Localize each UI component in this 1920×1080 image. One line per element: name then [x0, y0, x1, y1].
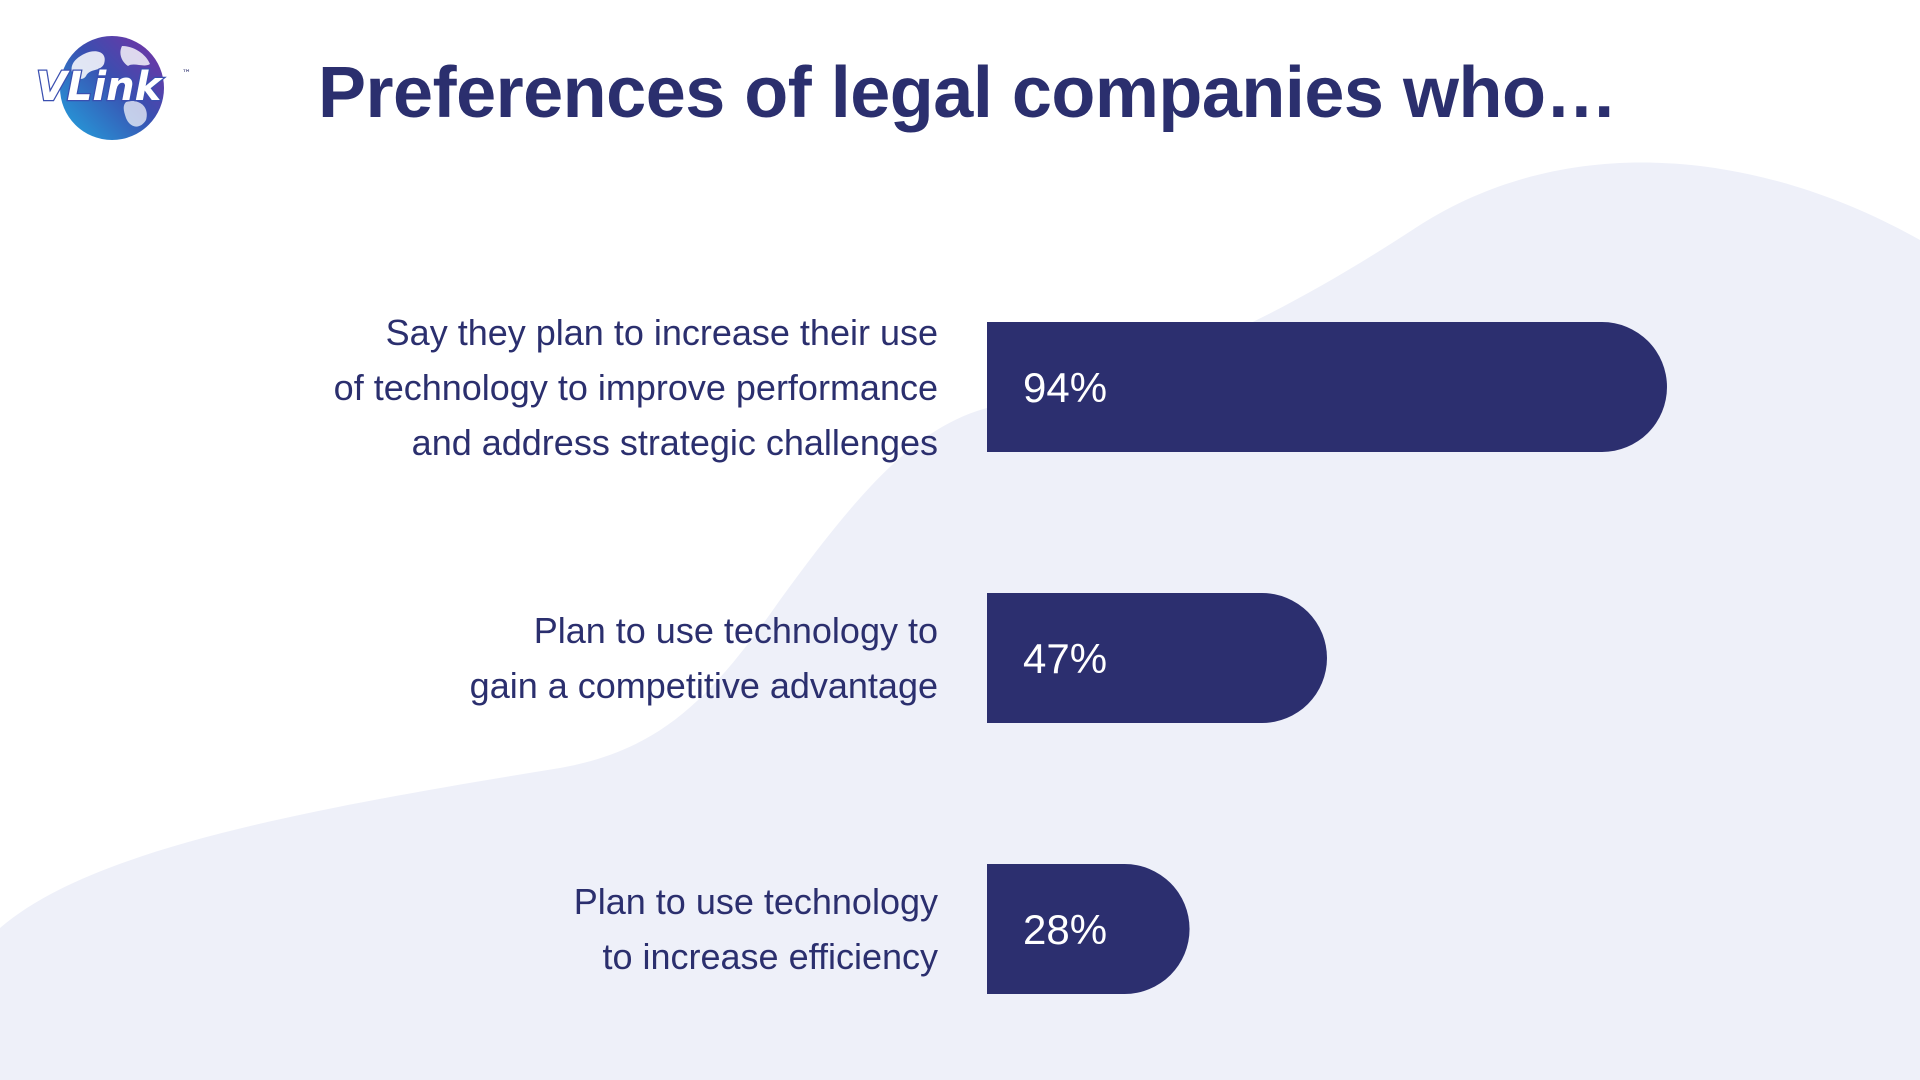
- category-label-1-line-3: and address strategic challenges: [411, 421, 938, 463]
- globe-icon: [60, 36, 164, 140]
- category-label-1-line-2: of technology to improve performance: [333, 366, 938, 408]
- bar-1: [987, 322, 1667, 452]
- bar-2: [987, 593, 1327, 723]
- category-label-2-line-2: gain a competitive advantage: [469, 665, 938, 706]
- page-title: Preferences of legal companies who…: [318, 53, 1617, 133]
- trademark-symbol: ™: [182, 69, 191, 79]
- category-label-3: Plan to use technology to increase effici…: [178, 874, 938, 984]
- bar-value-label-2: 47%: [1023, 635, 1107, 682]
- category-label-3-line-1: Plan to use technology: [573, 881, 938, 922]
- vlink-logo: VLink ™: [35, 36, 191, 140]
- logo-text: VLink: [36, 64, 164, 110]
- category-label-1-line-1: Say they plan to increase their use: [385, 311, 938, 353]
- category-label-3-line-2: to increase efficiency: [602, 936, 938, 977]
- category-label-2: Plan to use technology to gain a competit…: [178, 603, 938, 713]
- bar-value-label-3: 28%: [1023, 906, 1107, 953]
- bar-3: [987, 864, 1190, 994]
- category-label-2-line-1: Plan to use technology to: [533, 610, 938, 651]
- bar-value-label-1: 94%: [1023, 364, 1107, 411]
- category-label-1: Say they plan to increase their use of te…: [178, 305, 938, 470]
